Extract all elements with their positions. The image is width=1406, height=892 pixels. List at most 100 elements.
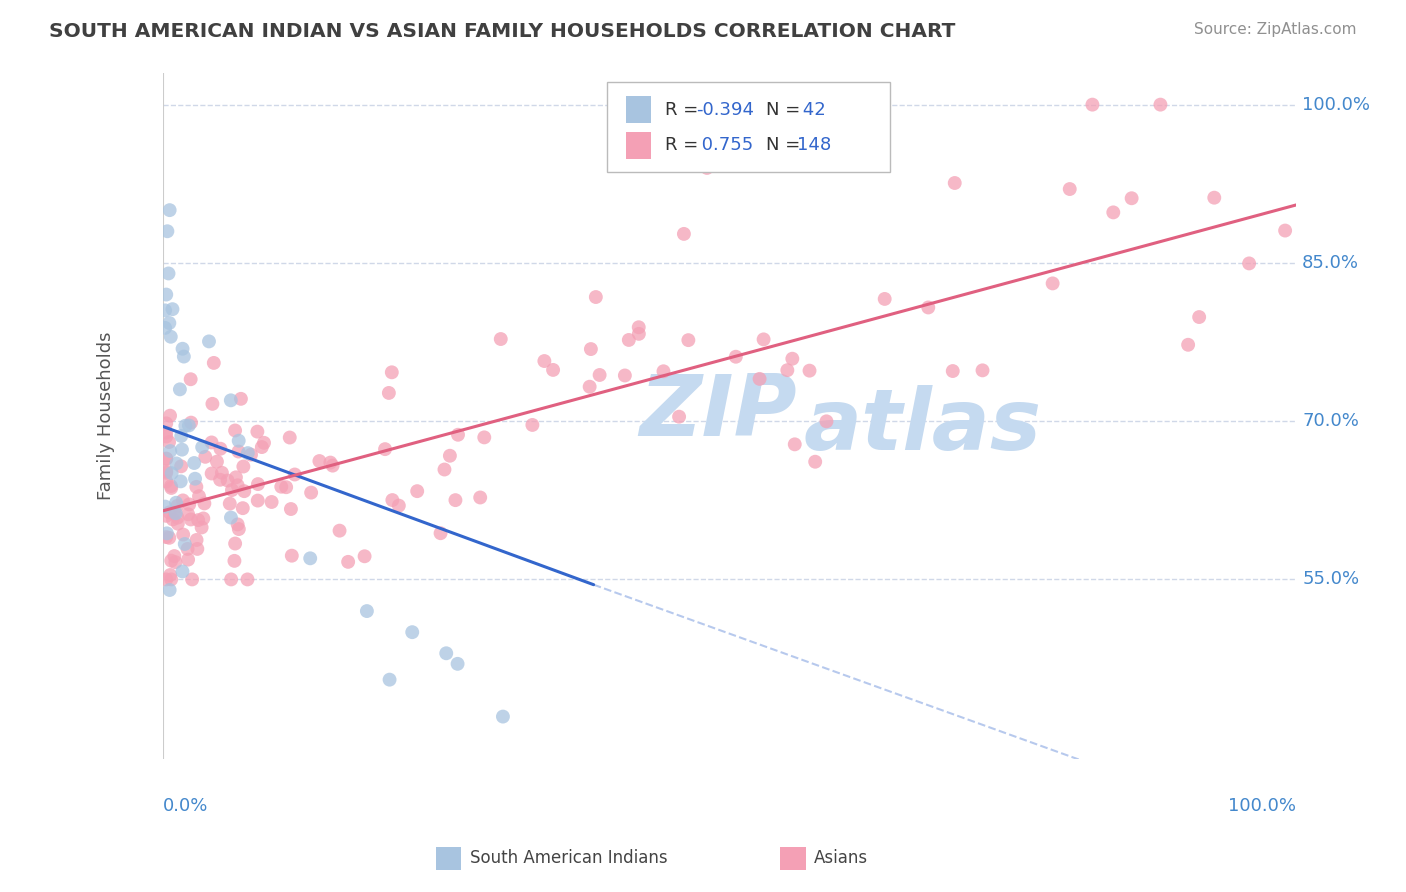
Point <box>472 430 495 444</box>
Point <box>696 161 718 175</box>
Point <box>433 462 456 476</box>
Point <box>232 459 254 474</box>
Point <box>165 457 187 471</box>
Point <box>1177 338 1199 352</box>
Point <box>429 526 451 541</box>
Point <box>172 565 194 579</box>
Point <box>943 176 966 190</box>
Point <box>173 537 195 551</box>
Point <box>240 448 263 462</box>
Point <box>229 392 252 406</box>
Point <box>799 364 821 378</box>
Point <box>157 435 180 450</box>
Point <box>246 425 269 439</box>
Point <box>177 418 200 433</box>
Point <box>1042 277 1064 291</box>
Point <box>180 416 202 430</box>
Point <box>752 332 775 346</box>
Point <box>157 316 180 330</box>
Point <box>160 481 183 495</box>
Point <box>166 516 188 531</box>
Point <box>162 512 184 526</box>
Point <box>160 479 183 493</box>
Point <box>942 364 965 378</box>
Point <box>541 363 564 377</box>
Point <box>1274 223 1296 237</box>
Point <box>972 363 994 377</box>
Point <box>748 372 770 386</box>
Point <box>224 554 246 568</box>
Point <box>337 555 360 569</box>
Point <box>226 478 249 492</box>
Point <box>165 496 187 510</box>
Point <box>165 555 187 569</box>
Point <box>159 203 181 218</box>
Point <box>446 657 468 671</box>
Point <box>613 368 636 383</box>
Text: ZIP: ZIP <box>638 371 797 454</box>
Point <box>815 414 838 428</box>
Text: 55.0%: 55.0% <box>1302 570 1360 589</box>
Point <box>672 227 695 241</box>
Point <box>162 302 184 317</box>
Point <box>246 477 269 491</box>
Point <box>652 364 675 378</box>
Point <box>522 417 544 432</box>
Point <box>180 372 202 386</box>
Point <box>447 427 470 442</box>
Text: N =: N = <box>766 136 806 154</box>
Point <box>1204 191 1226 205</box>
Text: 0.755: 0.755 <box>696 136 754 154</box>
Point <box>156 526 179 541</box>
Point <box>155 475 177 489</box>
Point <box>157 531 180 545</box>
Point <box>211 466 233 480</box>
Point <box>226 517 249 532</box>
Point <box>166 510 188 524</box>
Point <box>219 573 242 587</box>
Point <box>153 321 176 335</box>
Text: atlas: atlas <box>803 384 1042 467</box>
Point <box>157 267 180 281</box>
Point <box>163 506 186 520</box>
Point <box>155 287 177 301</box>
Point <box>176 541 198 556</box>
Point <box>381 493 404 508</box>
Text: South American Indians: South American Indians <box>470 849 668 867</box>
Point <box>183 456 205 470</box>
Point <box>280 502 302 516</box>
Point <box>173 350 195 364</box>
Point <box>202 356 225 370</box>
Point <box>200 435 222 450</box>
Point <box>1059 182 1081 196</box>
Point <box>236 446 259 460</box>
Text: 100.0%: 100.0% <box>1302 95 1369 113</box>
Point <box>783 437 806 451</box>
Point <box>198 334 221 349</box>
Point <box>155 429 177 443</box>
Point <box>588 368 610 382</box>
Point <box>401 625 423 640</box>
Point <box>172 493 194 508</box>
Point <box>605 129 627 144</box>
Point <box>250 440 273 454</box>
Point <box>155 451 177 466</box>
Point <box>1102 205 1125 219</box>
Point <box>159 568 181 582</box>
Point <box>1081 97 1104 112</box>
Point <box>188 489 211 503</box>
Point <box>224 424 246 438</box>
Point <box>236 573 259 587</box>
Point <box>155 466 177 480</box>
Point <box>172 342 194 356</box>
Point <box>378 386 401 401</box>
Point <box>492 709 515 723</box>
Point <box>308 454 330 468</box>
Point <box>190 520 212 534</box>
Point <box>439 449 461 463</box>
Point <box>172 527 194 541</box>
Point <box>165 506 187 520</box>
Point <box>232 501 254 516</box>
Point <box>194 450 217 464</box>
Text: 85.0%: 85.0% <box>1302 254 1360 272</box>
